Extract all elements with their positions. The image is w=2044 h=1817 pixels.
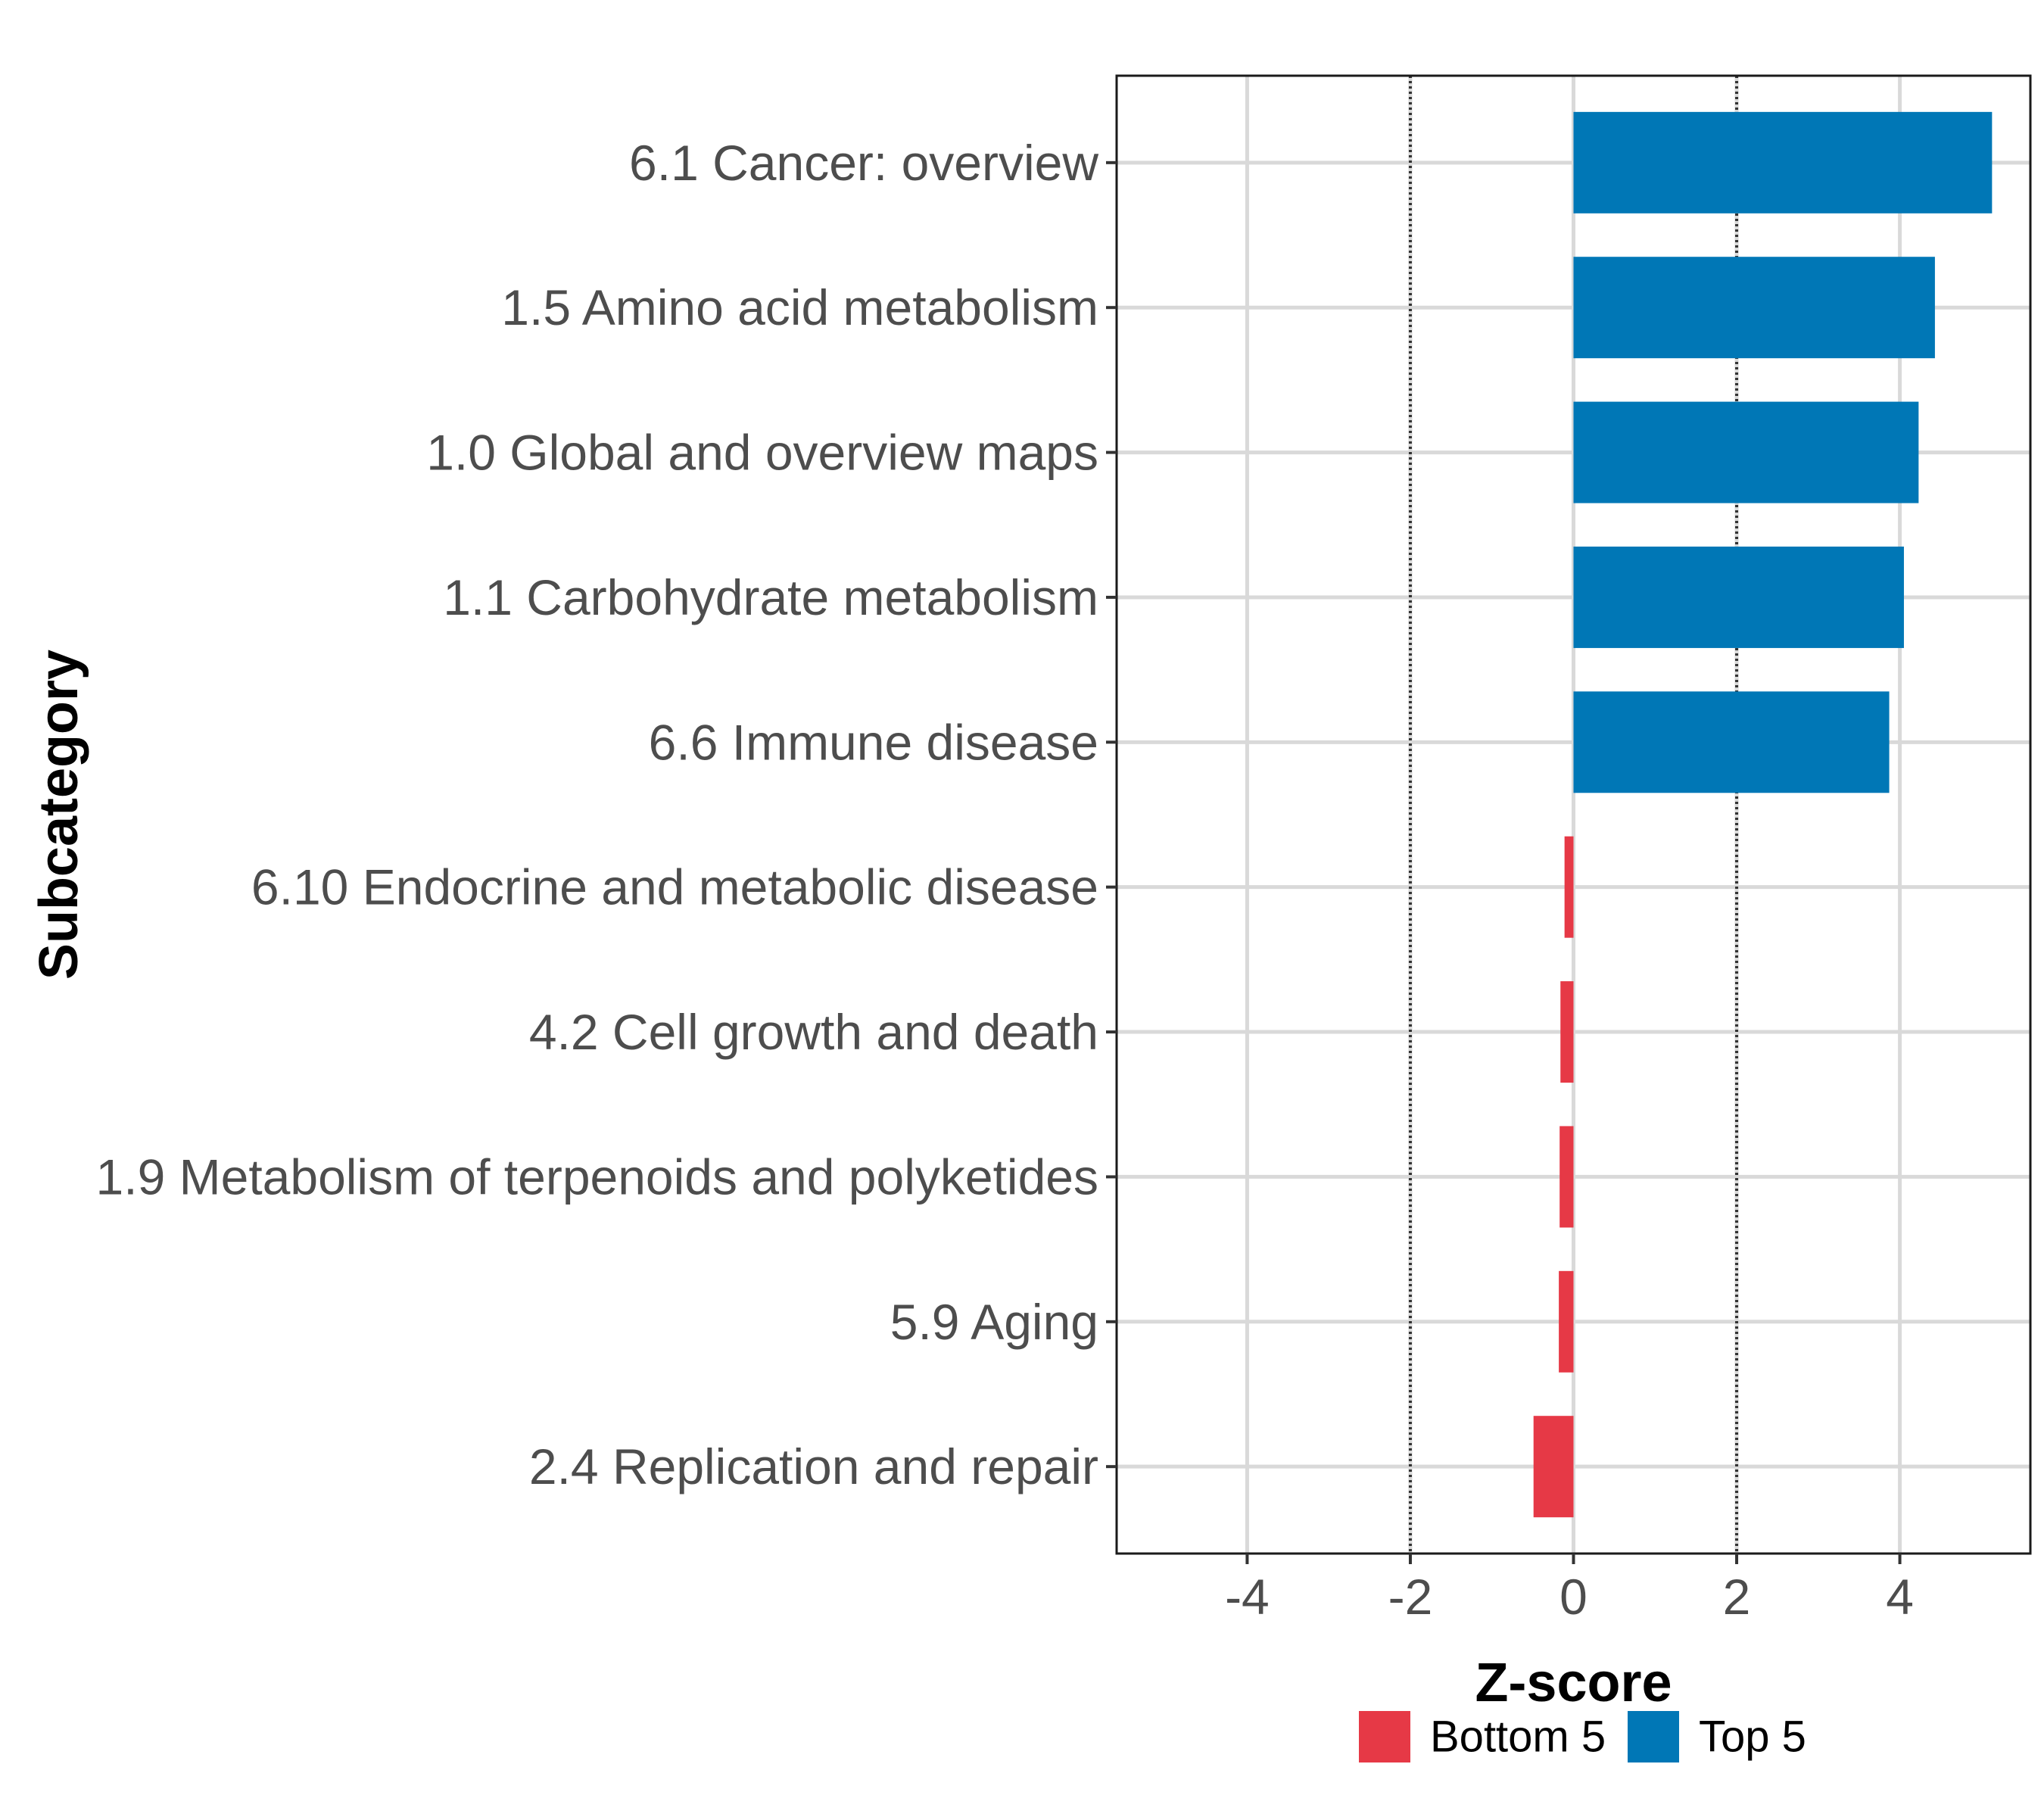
y-axis-title: Subcategory bbox=[29, 650, 89, 980]
x-tick-label: 4 bbox=[1886, 1569, 1914, 1625]
reference-lines bbox=[1408, 76, 1739, 1554]
category-label: 6.1 Cancer: overview bbox=[629, 135, 1098, 191]
category-label: 1.9 Metabolism of terpenoids and polyket… bbox=[96, 1148, 1098, 1205]
category-label: 2.4 Replication and repair bbox=[529, 1438, 1098, 1494]
x-tick-label: -4 bbox=[1225, 1569, 1270, 1625]
category-label: 4.2 Cell growth and death bbox=[529, 1004, 1098, 1060]
bar bbox=[1573, 257, 1935, 359]
legend-swatch bbox=[1628, 1711, 1679, 1762]
bars bbox=[1533, 111, 1993, 1518]
category-label: 6.6 Immune disease bbox=[649, 714, 1098, 770]
bar bbox=[1564, 836, 1574, 938]
category-label: 5.9 Aging bbox=[890, 1294, 1098, 1350]
legend: Bottom 5 Top 5 bbox=[1359, 1711, 1806, 1762]
legend-label: Top 5 bbox=[1699, 1713, 1806, 1762]
category-label: 1.5 Amino acid metabolism bbox=[501, 279, 1098, 335]
x-tick-label: -2 bbox=[1388, 1569, 1433, 1625]
legend-swatch bbox=[1359, 1711, 1410, 1762]
x-axis-tick-labels: -4 -2 0 2 4 bbox=[1225, 1569, 1914, 1625]
bar bbox=[1533, 1416, 1574, 1518]
x-axis-ticks bbox=[1245, 1554, 1902, 1564]
bar bbox=[1573, 546, 1904, 648]
category-label: 6.10 Endocrine and metabolic disease bbox=[251, 859, 1098, 915]
x-tick-label: 2 bbox=[1723, 1569, 1751, 1625]
legend-label: Bottom 5 bbox=[1430, 1713, 1606, 1762]
bar bbox=[1560, 981, 1574, 1083]
category-label: 1.1 Carbohydrate metabolism bbox=[443, 569, 1098, 625]
bar bbox=[1573, 111, 1993, 213]
bar bbox=[1559, 1126, 1574, 1228]
y-axis-category-labels: 6.1 Cancer: overview 1.5 Amino acid metab… bbox=[96, 135, 1099, 1494]
bar bbox=[1559, 1270, 1574, 1373]
bar bbox=[1573, 691, 1890, 793]
y-axis-ticks bbox=[1106, 161, 1117, 1469]
x-tick-label: 0 bbox=[1559, 1569, 1588, 1625]
category-label: 1.0 Global and overview maps bbox=[426, 425, 1098, 481]
bar bbox=[1573, 401, 1919, 503]
x-axis-title: Z-score bbox=[1475, 1653, 1672, 1713]
